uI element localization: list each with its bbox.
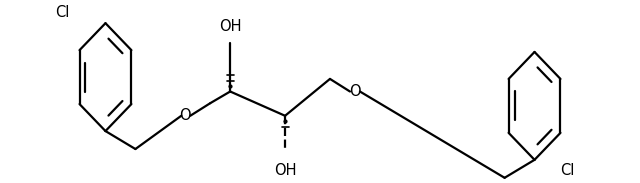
Text: O: O: [179, 108, 191, 123]
Text: Cl: Cl: [560, 163, 575, 178]
Text: O: O: [349, 84, 361, 99]
Text: Cl: Cl: [56, 5, 70, 20]
Text: OH: OH: [219, 19, 241, 34]
Text: OH: OH: [274, 163, 296, 178]
